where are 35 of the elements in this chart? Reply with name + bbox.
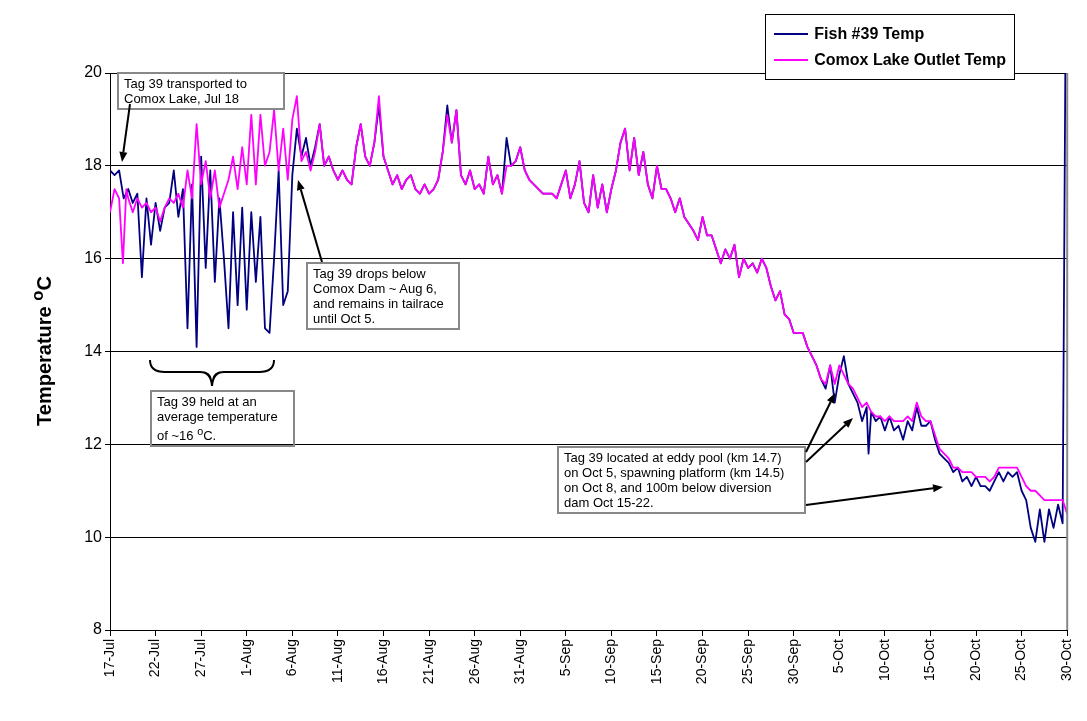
x-tick-label: 20-Oct xyxy=(966,638,983,682)
x-tick-label: 5-Oct xyxy=(830,638,847,674)
y-tick-label: 16 xyxy=(84,249,103,267)
annotation: Tag 39 transported to Comox Lake, Jul 18 xyxy=(117,72,285,110)
x-tick-label: 10-Sep xyxy=(602,638,619,685)
x-tick-label: 1-Aug xyxy=(237,639,254,677)
x-tick-label: 17-Jul xyxy=(100,639,117,678)
x-tick-label: 30-Sep xyxy=(784,638,801,685)
x-tick-label: 16-Aug xyxy=(374,639,391,685)
annotation: Tag 39 drops below Comox Dam ~ Aug 6, and remains in tailrace until Oct 5. xyxy=(306,262,460,330)
x-tick-label: 26-Aug xyxy=(465,639,482,685)
x-tick-label: 11-Aug xyxy=(328,639,345,684)
y-tick-label: 18 xyxy=(84,156,103,174)
x-tick-label: 5-Sep xyxy=(556,638,573,677)
y-tick-label: 8 xyxy=(93,620,103,638)
y-tick-label: 12 xyxy=(84,434,103,452)
x-tick-label: 25-Sep xyxy=(738,638,755,685)
x-tick-label: 10-Oct xyxy=(875,638,892,682)
x-tick-label: 15-Sep xyxy=(647,638,664,685)
x-tick-label: 22-Jul xyxy=(146,639,163,678)
x-tick-label: 21-Aug xyxy=(419,639,436,685)
legend-label: Comox Lake Outlet Temp xyxy=(814,51,1006,69)
x-tick-label: 31-Aug xyxy=(511,639,528,685)
y-tick-label: 10 xyxy=(84,527,103,545)
y-tick-label: 20 xyxy=(84,63,103,81)
x-tick-label: 15-Oct xyxy=(921,638,938,682)
annotation: Tag 39 held at an average temperature of ~16 $^{o}$C. xyxy=(150,390,295,448)
x-tick-label: 30-Oct xyxy=(1058,638,1075,682)
x-tick-label: 27-Jul xyxy=(192,639,209,678)
x-tick-label: 20-Sep xyxy=(693,638,710,685)
annotation: Tag 39 located at eddy pool (km 14.7) on Oct 5, spawning platform (km 14.5) on Oct 8, and 100m below diversion dam Oct 15-22. xyxy=(557,446,806,514)
x-tick-label: 25-Oct xyxy=(1012,638,1029,682)
y-tick-label: 14 xyxy=(84,341,103,359)
x-tick-label: 6-Aug xyxy=(283,639,300,677)
legend-label: Fish #39 Temp xyxy=(814,25,925,43)
